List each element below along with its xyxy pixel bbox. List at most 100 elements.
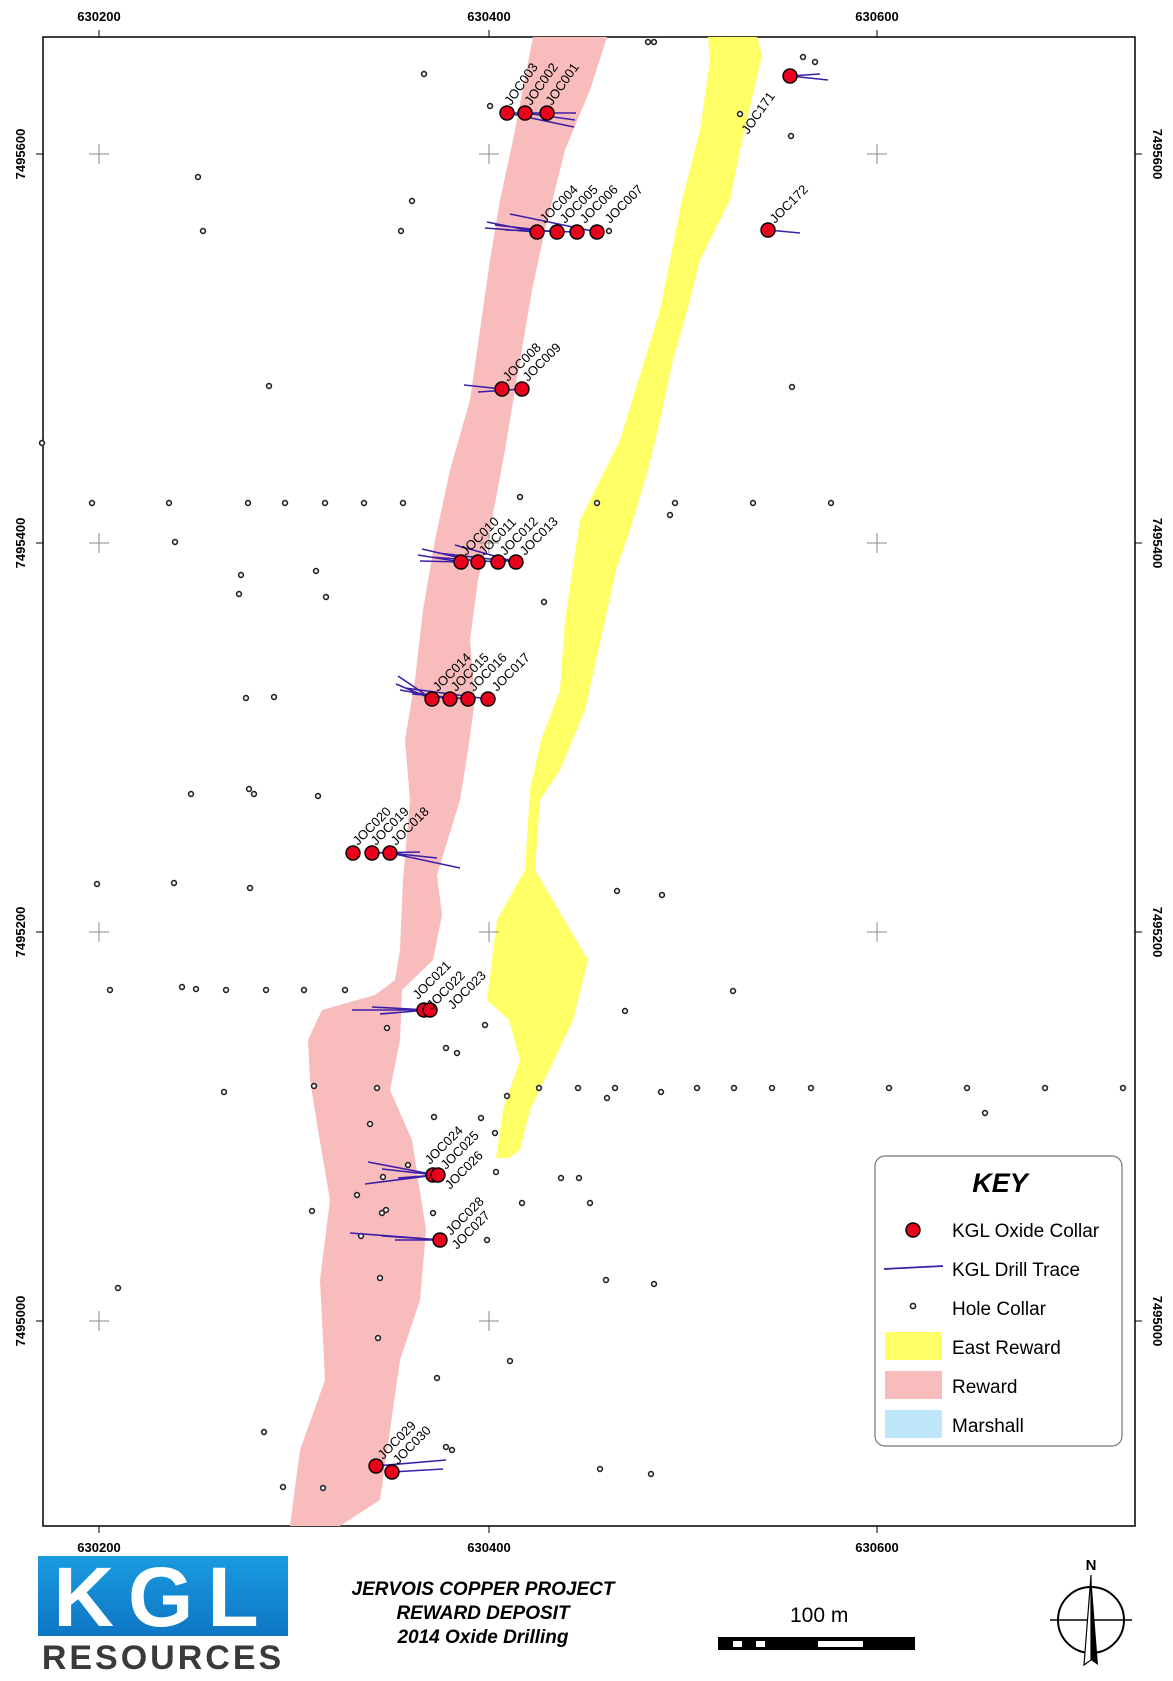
hole-collar bbox=[488, 104, 493, 109]
y-tick-right-3: 7495200 bbox=[1150, 907, 1165, 958]
hole-collar bbox=[239, 573, 244, 578]
legend-hole-collar-label: Hole Collar bbox=[952, 1299, 1047, 1320]
legend-oxide-collar-label: KGL Oxide Collar bbox=[952, 1221, 1100, 1242]
hole-collar bbox=[738, 112, 743, 117]
oxide-collar bbox=[550, 225, 564, 239]
hole-collar bbox=[173, 540, 178, 545]
hole-collar bbox=[312, 1084, 317, 1089]
legend-east-reward-label: East Reward bbox=[952, 1338, 1061, 1359]
hole-collar bbox=[410, 199, 415, 204]
hole-collar bbox=[189, 792, 194, 797]
scale-bar bbox=[718, 1637, 915, 1650]
legend-reward-swatch bbox=[885, 1371, 942, 1399]
hole-collar bbox=[435, 1376, 440, 1381]
hole-collar bbox=[375, 1086, 380, 1091]
hole-collar bbox=[751, 501, 756, 506]
oxide-collar bbox=[383, 846, 397, 860]
hole-collar bbox=[559, 1176, 564, 1181]
legend-oxide-collar-symbol bbox=[906, 1223, 920, 1237]
hole-collar bbox=[283, 501, 288, 506]
y-tick-right-4: 7495000 bbox=[1150, 1296, 1165, 1347]
legend-hole-collar-symbol bbox=[910, 1303, 915, 1308]
hole-collar bbox=[95, 882, 100, 887]
hole-collar bbox=[194, 987, 199, 992]
hole-collar bbox=[378, 1276, 383, 1281]
hole-collar bbox=[813, 60, 818, 65]
hole-collar bbox=[376, 1336, 381, 1341]
y-tick-left-4: 7495000 bbox=[13, 1296, 28, 1347]
hole-collar bbox=[646, 40, 651, 45]
hole-collar bbox=[790, 385, 795, 390]
hole-collar bbox=[673, 501, 678, 506]
oxide-collar bbox=[346, 846, 360, 860]
legend-east-reward-swatch bbox=[885, 1332, 942, 1360]
hole-collar bbox=[267, 384, 272, 389]
kgl-resources-logo: KGL RESOURCES bbox=[38, 1556, 288, 1676]
oxide-collar bbox=[518, 106, 532, 120]
hole-collar bbox=[90, 501, 95, 506]
scale-label: 100 m bbox=[790, 1604, 848, 1628]
hole-collar bbox=[224, 988, 229, 993]
hole-collar bbox=[695, 1086, 700, 1091]
hole-collar bbox=[222, 1090, 227, 1095]
hole-collar bbox=[479, 1116, 484, 1121]
legend-title: KEY bbox=[972, 1168, 1031, 1198]
hole-collar bbox=[649, 1472, 654, 1477]
hole-collar bbox=[604, 1278, 609, 1283]
hole-collar bbox=[588, 1201, 593, 1206]
hole-collar bbox=[252, 792, 257, 797]
hole-collar bbox=[615, 889, 620, 894]
hole-collar bbox=[40, 441, 45, 446]
hole-collar bbox=[196, 175, 201, 180]
hole-collar bbox=[450, 1448, 455, 1453]
oxide-collar bbox=[461, 692, 475, 706]
hole-collar bbox=[180, 985, 185, 990]
x-tick-bottom-2: 630400 bbox=[467, 1540, 510, 1555]
oxide-collar bbox=[530, 225, 544, 239]
x-tick-bottom-3: 630600 bbox=[855, 1540, 898, 1555]
hole-collar bbox=[887, 1086, 892, 1091]
hole-collar bbox=[809, 1086, 814, 1091]
hole-collar bbox=[385, 1026, 390, 1031]
map-title-line-1: JERVOIS COPPER PROJECT bbox=[318, 1578, 648, 1602]
hole-collar bbox=[732, 1086, 737, 1091]
hole-collar bbox=[520, 1201, 525, 1206]
hole-collar bbox=[237, 592, 242, 597]
hole-collar bbox=[607, 229, 612, 234]
hole-collar bbox=[432, 1115, 437, 1120]
hole-collar bbox=[505, 1094, 510, 1099]
hole-collar bbox=[399, 229, 404, 234]
logo-main-text: KGL bbox=[38, 1552, 288, 1642]
oxide-collar bbox=[570, 225, 584, 239]
hole-collar bbox=[731, 989, 736, 994]
hole-collar bbox=[623, 1009, 628, 1014]
map-title-block: JERVOIS COPPER PROJECT REWARD DEPOSIT 20… bbox=[318, 1578, 648, 1650]
legend-marshall-label: Marshall bbox=[952, 1416, 1024, 1437]
hole-collar bbox=[613, 1086, 618, 1091]
hole-collar bbox=[801, 55, 806, 60]
legend: KEY KGL Oxide Collar KGL Drill Trace Hol… bbox=[875, 1156, 1122, 1446]
hole-collar bbox=[310, 1209, 315, 1214]
hole-collar bbox=[362, 501, 367, 506]
hole-collar bbox=[494, 1170, 499, 1175]
x-tick-top-1: 630200 bbox=[77, 9, 120, 24]
oxide-collar bbox=[385, 1465, 399, 1479]
hole-collar bbox=[406, 1163, 411, 1168]
north-label: N bbox=[1086, 1557, 1097, 1574]
hole-collar bbox=[246, 501, 251, 506]
hole-collar bbox=[660, 893, 665, 898]
hole-collar bbox=[983, 1111, 988, 1116]
hole-collar bbox=[652, 40, 657, 45]
hole-collar bbox=[431, 1211, 436, 1216]
hole-collar bbox=[659, 1090, 664, 1095]
hole-collar bbox=[829, 501, 834, 506]
hole-collar bbox=[201, 229, 206, 234]
north-arrow-icon: N bbox=[1050, 1557, 1132, 1665]
hole-collar bbox=[598, 1467, 603, 1472]
hole-collar bbox=[343, 988, 348, 993]
y-tick-left-2: 7495400 bbox=[13, 518, 28, 569]
hole-collar bbox=[483, 1023, 488, 1028]
hole-collar bbox=[321, 1486, 326, 1491]
hole-collar bbox=[485, 1238, 490, 1243]
hole-collar bbox=[542, 600, 547, 605]
